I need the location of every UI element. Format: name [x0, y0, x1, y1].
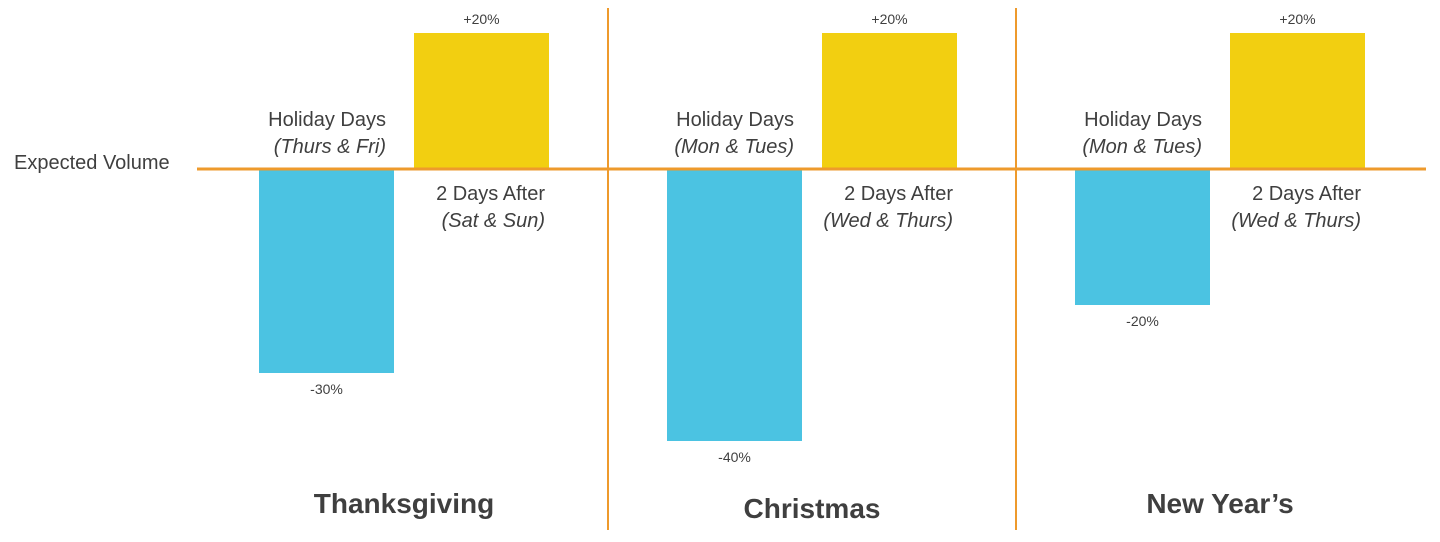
category-label: 2 Days After	[1252, 183, 1361, 205]
category-sublabel: (Sat & Sun)	[442, 210, 545, 232]
bar-positive	[414, 33, 549, 169]
chart-bars	[259, 33, 1365, 441]
category-label: 2 Days After	[436, 183, 545, 205]
bar-value-label: -20%	[1126, 313, 1159, 329]
category-sublabel: (Wed & Thurs)	[823, 210, 953, 232]
bar-value-label: -40%	[718, 449, 751, 465]
bar-value-label: +20%	[463, 11, 499, 27]
chart-labels: -30% Holiday Days (Thurs & Fri) +20% 2 Days …	[268, 11, 1361, 524]
category-sublabel: (Mon & Tues)	[1082, 136, 1202, 158]
category-label: 2 Days After	[844, 183, 953, 205]
bar-negative	[259, 169, 394, 373]
group-title: Thanksgiving	[314, 488, 494, 519]
bar-value-label: -30%	[310, 381, 343, 397]
group-title: New Year’s	[1146, 488, 1293, 519]
group-title: Christmas	[744, 493, 881, 524]
category-label: Holiday Days	[268, 109, 386, 131]
bar-negative	[1075, 169, 1210, 305]
bar-positive	[822, 33, 957, 169]
bar-value-label: +20%	[1279, 11, 1315, 27]
category-label: Holiday Days	[1084, 109, 1202, 131]
category-sublabel: (Thurs & Fri)	[274, 136, 386, 158]
bar-negative	[667, 169, 802, 441]
category-sublabel: (Mon & Tues)	[674, 136, 794, 158]
category-label: Holiday Days	[676, 109, 794, 131]
bar-value-label: +20%	[871, 11, 907, 27]
baseline-label: Expected Volume	[14, 152, 170, 174]
group-dividers	[607, 8, 1017, 530]
bar-positive	[1230, 33, 1365, 169]
category-sublabel: (Wed & Thurs)	[1231, 210, 1361, 232]
